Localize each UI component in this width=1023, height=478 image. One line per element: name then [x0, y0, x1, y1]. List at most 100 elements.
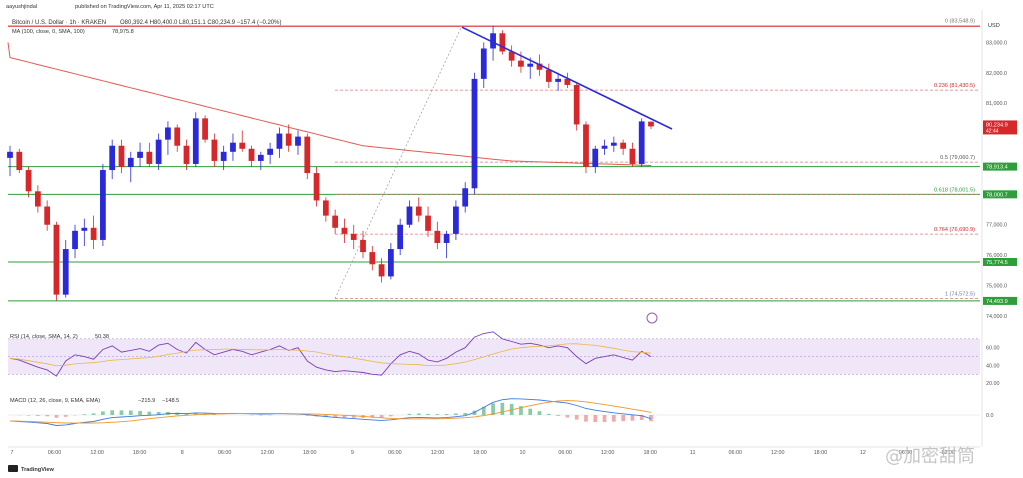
candle [146, 142, 153, 167]
price-tick: 77,000.0 [986, 223, 1007, 229]
candle [453, 200, 459, 240]
candle [72, 224, 78, 259]
time-tick: 18:00 [303, 450, 317, 456]
candle [295, 130, 301, 155]
time-tick: 06:00 [558, 450, 572, 456]
current-price-badge [983, 120, 1017, 135]
price-tick: 76,000.0 [986, 253, 1007, 259]
candle [583, 121, 589, 174]
watermark-text: @加密甜筒 [885, 446, 975, 467]
symbol-label: Bitcoin / U.S. Dollar · 1h · KRAKEN [12, 20, 106, 26]
level-badge-text: 75,774.5 [986, 260, 1008, 266]
time-tick: 06:00 [218, 450, 232, 456]
fib-level-label-0: 0 (83,548.9) [945, 19, 975, 25]
candle [25, 167, 32, 198]
candle [90, 215, 97, 250]
price-panel[interactable]: 0 (83,548.9) 0.236 (81,430.5) 0.5 (79,060.… [7, 19, 980, 324]
candle [211, 133, 218, 167]
candle [406, 200, 413, 228]
fib-level-label-3: 0.618 (78,001.5) [934, 187, 975, 193]
candle [313, 167, 320, 207]
time-tick: 11 [690, 450, 696, 456]
ma-price-badge [983, 162, 1017, 171]
candle [332, 209, 339, 234]
rsi-value: 50.38 [95, 334, 109, 340]
candle [601, 139, 608, 155]
candle [174, 124, 181, 152]
level-badge-text: 74,493.9 [986, 299, 1008, 305]
time-tick: 12 [860, 450, 866, 456]
candle [378, 258, 385, 283]
candle [388, 242, 394, 280]
time-tick: 10 [520, 450, 526, 456]
time-tick: 12:00 [90, 450, 104, 456]
time-tick: 8 [181, 450, 184, 456]
time-tick: 18:00 [133, 450, 147, 456]
candle [267, 142, 273, 164]
price-tick: 81,000.0 [986, 101, 1007, 107]
tradingview-logo: TradingView [8, 465, 54, 473]
time-tick: 18:00 [814, 450, 828, 456]
fib-level-label-4: 0.764 (76,690.9) [934, 227, 975, 233]
candle [230, 133, 236, 161]
alert-icon[interactable] [646, 312, 658, 324]
rsi-tick: 60.00 [986, 346, 1000, 352]
candle [118, 139, 125, 174]
candle [322, 197, 329, 222]
time-tick: 12:00 [431, 450, 445, 456]
candle [545, 63, 552, 88]
current-price-text: 80,234.9 [986, 122, 1008, 128]
candle [81, 218, 88, 247]
candle [592, 145, 599, 174]
time-tick: 7 [11, 450, 14, 456]
macd-value-1: −215.9 [138, 398, 155, 404]
rsi-ma-line [9, 343, 652, 367]
rsi-tick: 40.00 [986, 363, 1000, 369]
time-axis[interactable]: 7 06:00 12:00 18:00 8 06:00 12:00 18:00 9 06:00 12… [8, 446, 980, 456]
candle [648, 121, 654, 129]
candle [220, 145, 227, 171]
time-tick: 12:00 [261, 450, 275, 456]
ma-value: 78,975.8 [112, 29, 134, 35]
candle [490, 25, 496, 61]
time-tick: 18:00 [473, 450, 487, 456]
macd-tick: 0.0 [986, 413, 994, 419]
candle [53, 221, 60, 301]
macd-label: MACD (12, 26, close, 9, EMA, EMA) [10, 398, 100, 404]
price-axis[interactable]: 83,000.0 82,000.0 81,000.0 77,000.0 76,000.0… [983, 40, 1017, 419]
countdown-text: 42:44 [986, 128, 999, 134]
candle [137, 142, 143, 167]
candle [480, 42, 487, 88]
rsi-panel[interactable] [8, 331, 980, 377]
signal-line [9, 400, 652, 424]
candle [100, 163, 106, 247]
candle [555, 72, 561, 92]
candle [127, 151, 134, 183]
macd-panel[interactable] [8, 398, 980, 426]
candle [257, 151, 264, 171]
candle [109, 139, 116, 180]
price-tick: 83,000.0 [986, 40, 1007, 46]
time-tick: 12:00 [601, 450, 615, 456]
time-tick: 06:00 [48, 450, 62, 456]
candle [192, 112, 199, 167]
candle [7, 145, 13, 177]
candle [629, 142, 636, 167]
candle [434, 221, 441, 250]
candle [471, 72, 478, 195]
candle [183, 139, 190, 171]
candle [165, 121, 171, 155]
author-label: aayushjindal [6, 4, 37, 10]
candle [155, 133, 162, 171]
time-tick: 06:00 [388, 450, 402, 456]
price-tick: 75,000.0 [986, 284, 1007, 290]
candle [202, 115, 208, 143]
candle [360, 230, 366, 259]
candle [397, 218, 404, 256]
ohlc-values: O80,392.4 H80,400.0 L80,151.1 C80,234.9 … [120, 20, 281, 26]
ma-label: MA (100, close, 0, SMA, 100) [12, 29, 85, 35]
brand-label: TradingView [21, 467, 54, 473]
level-badge [983, 296, 1017, 305]
level-badge [983, 190, 1017, 199]
